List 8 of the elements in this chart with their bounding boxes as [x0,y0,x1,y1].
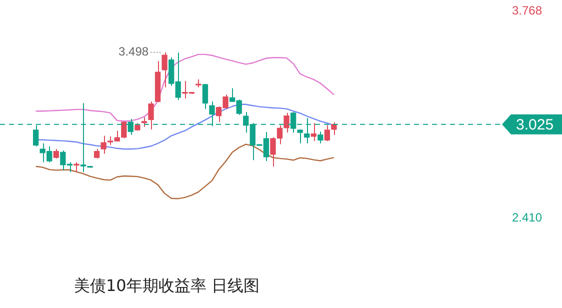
candlestick [297,128,303,144]
y-tick-label: 3.768 [512,4,542,18]
ref-line-label: 3.025 [516,116,554,134]
annotation: 3.498 [118,44,149,59]
y-tick-label: 2.410 [512,210,542,224]
text: 美债10年期收益率 日线图 [74,276,260,297]
candlestick [196,78,202,88]
candlestick [162,52,168,88]
